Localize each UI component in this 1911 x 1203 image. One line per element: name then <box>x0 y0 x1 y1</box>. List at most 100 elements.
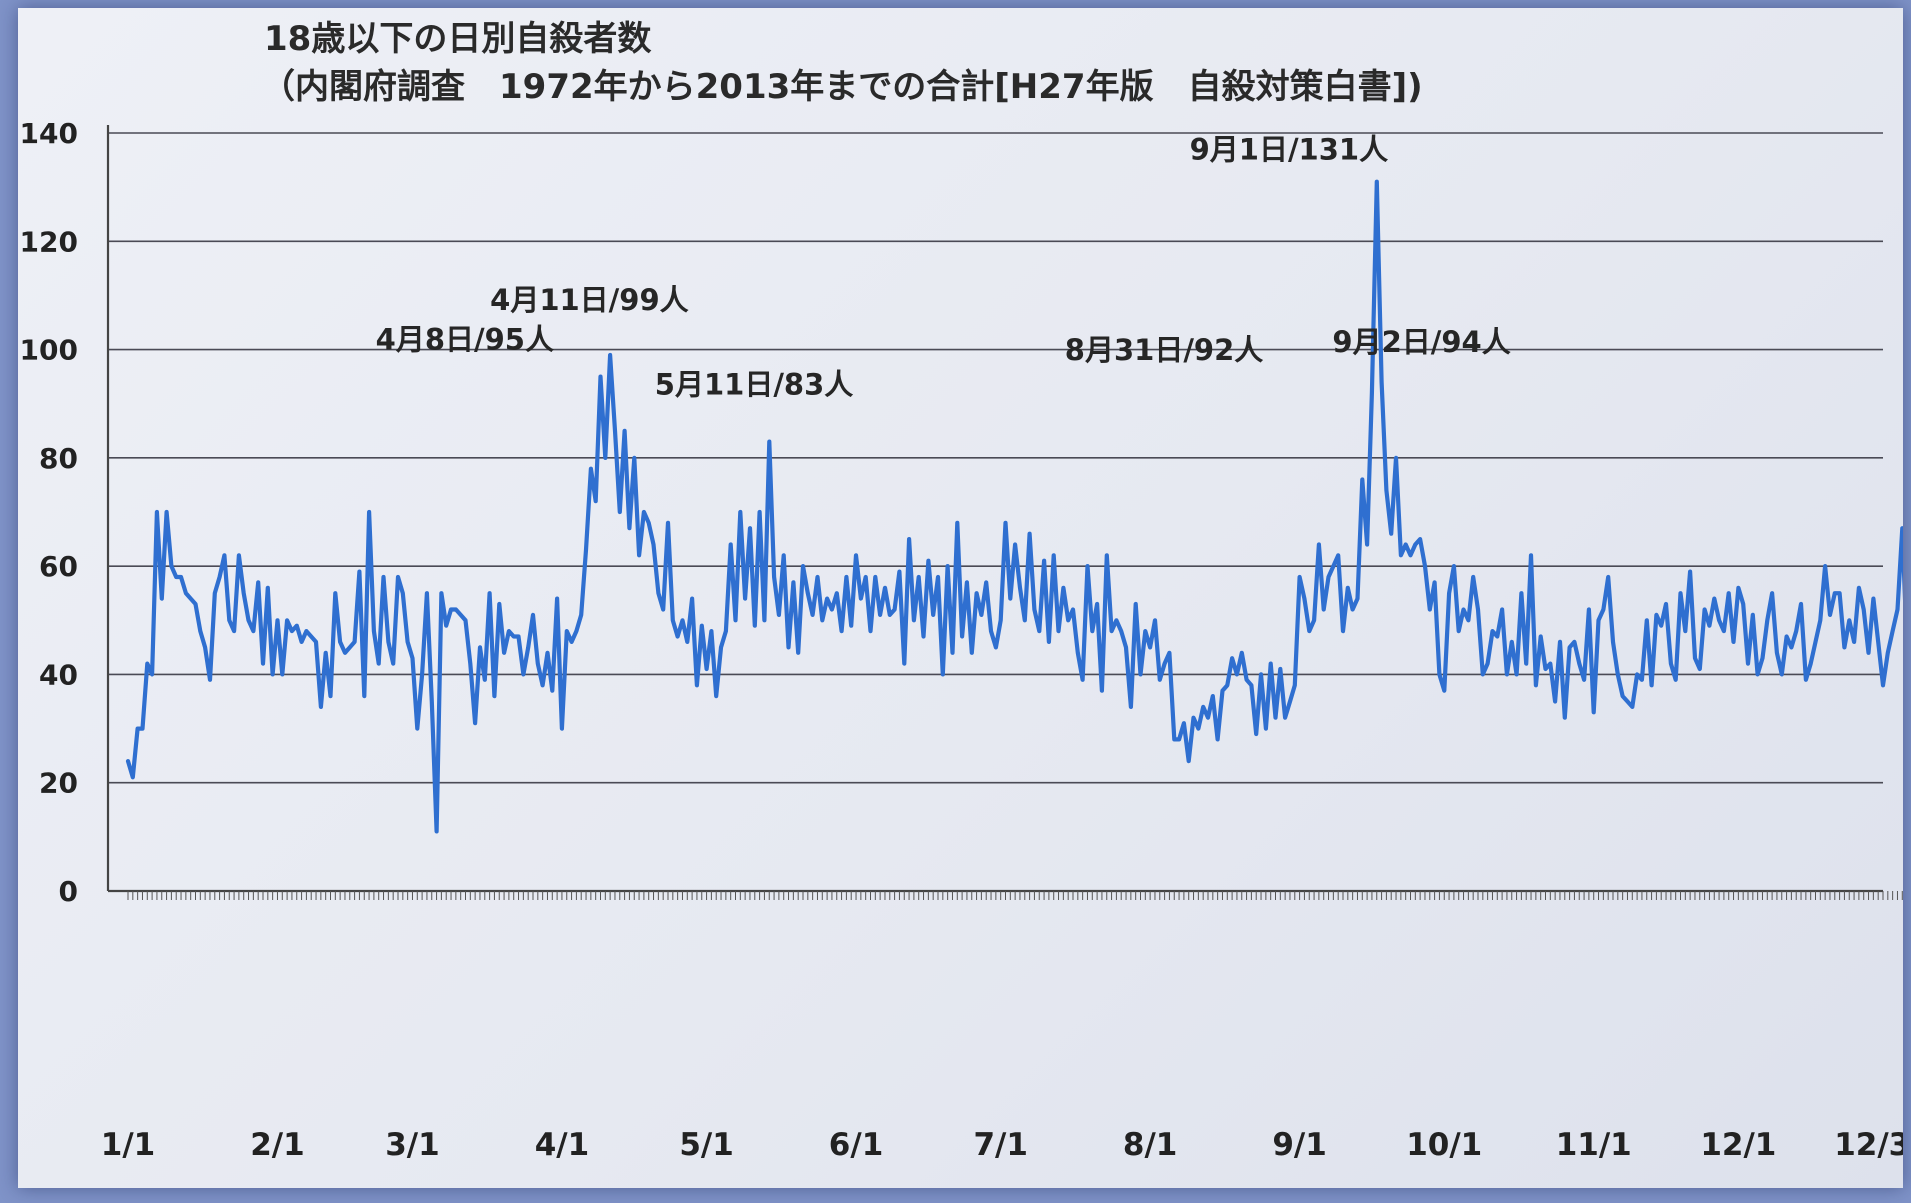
data-point <box>758 510 762 514</box>
data-point <box>1356 597 1359 601</box>
data-point <box>218 575 222 579</box>
data-point <box>1148 645 1152 649</box>
annotations: 4月8日/95人 4月11日/99人 5月11日/83人 8月31日/92人 9月1日/… <box>376 133 1511 402</box>
data-point <box>1139 673 1142 676</box>
data-point <box>546 651 549 655</box>
data-point <box>1818 618 1822 622</box>
data-point <box>1143 629 1147 633</box>
data-point <box>271 673 275 676</box>
data-point <box>1741 602 1745 606</box>
data-point <box>377 662 381 665</box>
data-point <box>1500 608 1504 611</box>
data-point <box>1076 651 1080 655</box>
data-point <box>1389 532 1393 536</box>
data-point <box>488 591 492 595</box>
data-point <box>1254 732 1258 736</box>
data-point <box>304 629 308 633</box>
data-point <box>570 640 573 644</box>
data-point <box>1857 586 1861 590</box>
data-point <box>179 575 183 579</box>
data-point <box>960 635 964 638</box>
data-point <box>1095 602 1099 606</box>
data-point <box>1828 613 1832 617</box>
data-point <box>1650 683 1653 687</box>
annotation-label: 4月11日/99人 <box>490 283 688 317</box>
data-point <box>1587 608 1591 611</box>
data-point <box>526 645 530 649</box>
data-point <box>478 645 482 649</box>
data-point <box>1283 716 1287 720</box>
data-point <box>801 564 805 568</box>
data-point <box>1274 716 1277 720</box>
data-point <box>719 645 723 649</box>
data-point <box>1481 673 1485 676</box>
data-point <box>1037 629 1041 633</box>
x-tick-label: 8/1 <box>1123 1127 1177 1163</box>
data-point <box>1495 635 1499 638</box>
data-point <box>194 602 197 606</box>
data-point <box>1182 721 1186 725</box>
data-point <box>743 597 747 601</box>
data-point <box>1708 624 1711 628</box>
data-point <box>777 613 781 617</box>
data-point <box>661 608 665 611</box>
y-tick-label: 120 <box>20 225 78 258</box>
data-point <box>647 521 651 525</box>
data-point <box>1544 667 1547 671</box>
x-tick-label: 11/1 <box>1556 1127 1632 1163</box>
chart-subtitle: （内閣府調査 1972年から2013年までの合計[H27年版 自殺対策白書]) <box>261 67 1423 107</box>
data-point <box>531 613 535 617</box>
data-point <box>1515 673 1518 676</box>
data-point <box>705 667 708 671</box>
data-point <box>1124 645 1128 649</box>
data-point <box>1322 608 1326 611</box>
data-point <box>1693 656 1697 660</box>
data-point <box>767 440 771 444</box>
data-point <box>1071 608 1075 611</box>
data-point <box>406 640 410 644</box>
data-point <box>632 456 636 460</box>
data-point <box>1110 629 1113 633</box>
data-point <box>300 640 303 644</box>
data-point <box>1163 662 1167 665</box>
data-point <box>1626 700 1629 703</box>
data-point <box>685 640 689 644</box>
data-point <box>276 618 279 622</box>
data-point <box>830 608 834 611</box>
data-point <box>1221 689 1224 693</box>
data-point <box>681 618 684 622</box>
data-point <box>560 727 564 730</box>
annotation-label: 9月1日/131人 <box>1190 133 1388 167</box>
data-point <box>1476 608 1480 611</box>
data-point <box>1288 700 1292 703</box>
data-point <box>1765 618 1769 622</box>
data-point <box>401 591 405 595</box>
data-point <box>652 543 655 546</box>
data-point <box>869 629 872 633</box>
data-point <box>1249 683 1253 687</box>
data-point <box>1013 543 1017 546</box>
data-point <box>1423 564 1427 568</box>
data-point <box>420 673 424 676</box>
annotation-label: 9月2日/94人 <box>1332 325 1510 359</box>
x-axis-ticks: 1/1 2/1 3/1 4/1 5/1 6/1 7/1 8/1 9/1 10/1 11/1 12/1 1… <box>101 1127 1903 1163</box>
data-point <box>1278 667 1282 671</box>
x-tick-label: 4/1 <box>535 1127 589 1163</box>
data-point <box>1090 629 1094 633</box>
data-point <box>936 575 940 579</box>
data-point <box>574 629 578 633</box>
data-point <box>1447 591 1451 595</box>
data-point <box>160 597 164 601</box>
data-point <box>1881 683 1885 687</box>
data-point <box>208 678 212 682</box>
data-point <box>338 640 342 644</box>
data-point <box>502 651 506 655</box>
data-point <box>203 645 207 649</box>
data-point <box>1621 694 1625 698</box>
data-point <box>946 564 950 568</box>
data-point <box>237 553 241 557</box>
data-point <box>859 597 863 601</box>
data-point <box>358 570 361 573</box>
annotation-label: 8月31日/92人 <box>1065 333 1263 367</box>
data-point <box>1486 662 1490 665</box>
